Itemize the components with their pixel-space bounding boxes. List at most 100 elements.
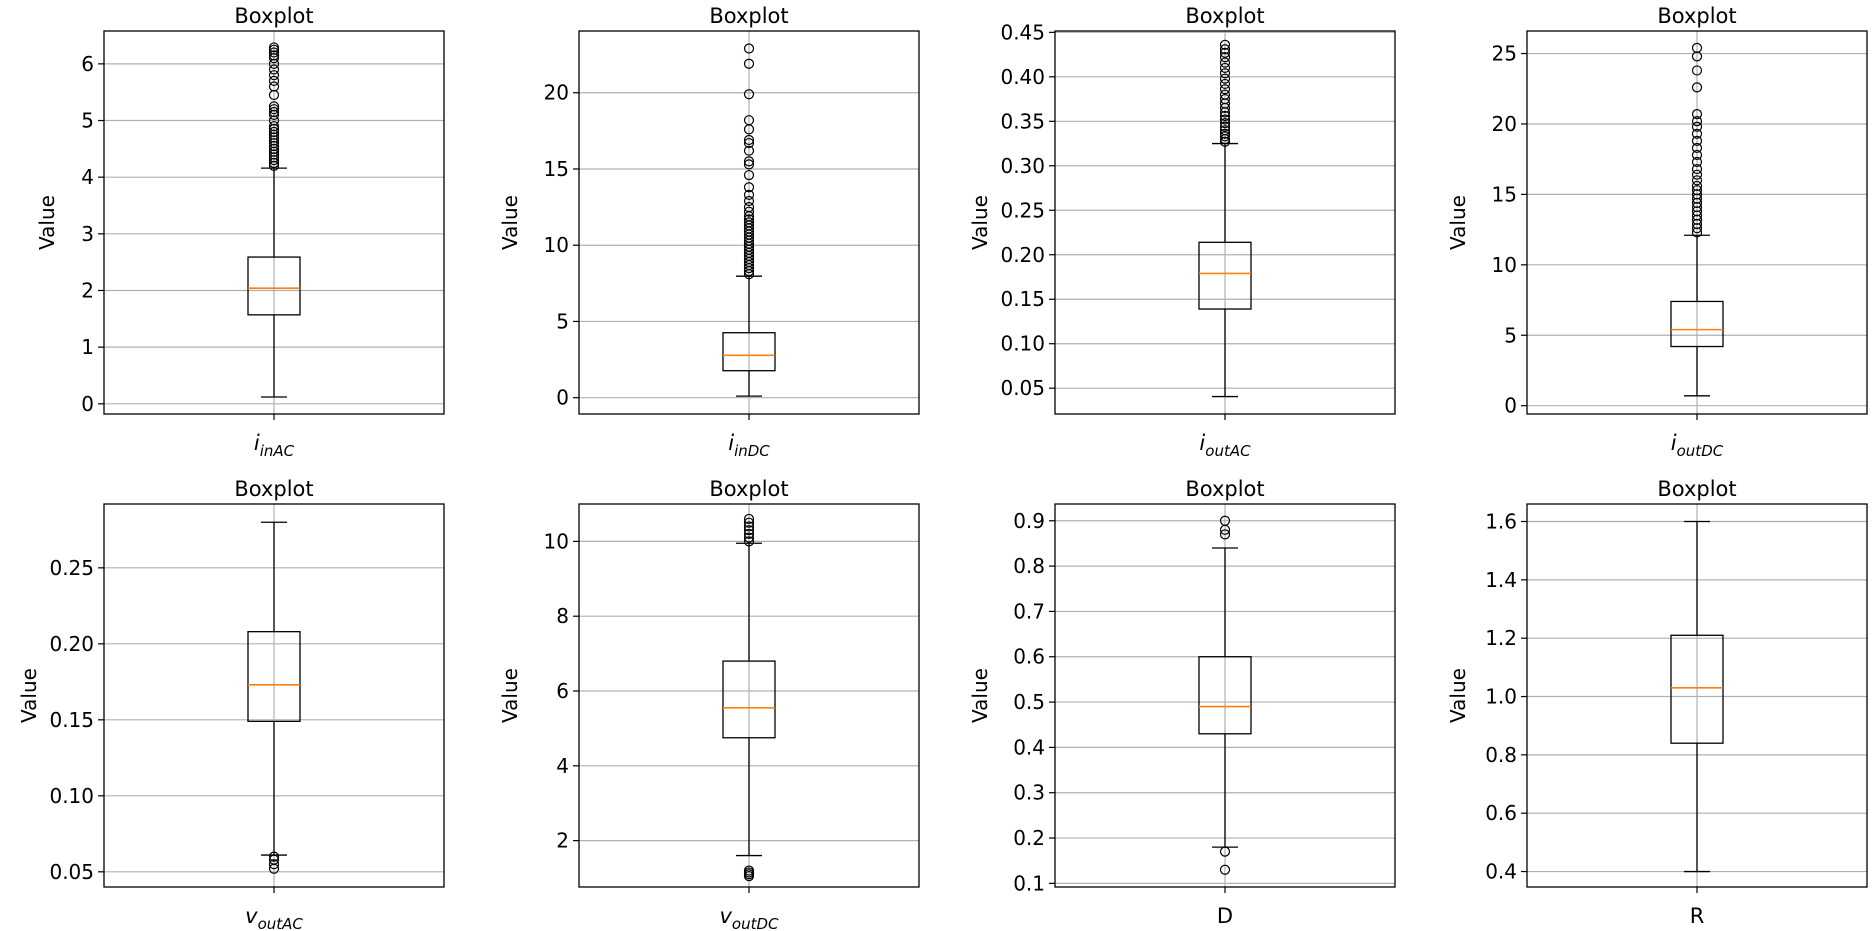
outlier-point xyxy=(1219,864,1231,875)
outlier-point xyxy=(1691,163,1703,175)
outlier-point xyxy=(743,115,755,126)
x-axis-label: D xyxy=(1217,904,1233,928)
y-tick-label: 25 xyxy=(1492,42,1517,66)
y-tick-label: 5 xyxy=(81,109,94,133)
outlier-point xyxy=(1691,156,1703,168)
x-axis-label: voutAC xyxy=(245,904,303,931)
outlier-point xyxy=(743,189,755,201)
y-tick-label: 0.10 xyxy=(49,784,94,808)
outlier-point xyxy=(1219,52,1231,63)
outlier-point xyxy=(1219,136,1231,147)
outlier-point xyxy=(1691,109,1703,120)
chart-title: Boxplot xyxy=(1185,4,1264,28)
y-tick-label: 6 xyxy=(556,679,569,703)
outlier-point xyxy=(268,859,280,870)
y-tick-label: 0.45 xyxy=(1000,20,1045,44)
outlier-point xyxy=(268,47,280,58)
outlier-point xyxy=(268,81,280,92)
outlier-point xyxy=(743,521,755,532)
outlier-point xyxy=(1219,68,1231,79)
outlier-point xyxy=(743,134,755,146)
x-axis-label: R xyxy=(1690,904,1705,928)
y-tick-label: 8 xyxy=(556,604,569,628)
outlier-point xyxy=(743,532,755,543)
outlier-point xyxy=(1219,846,1231,857)
chart-title: Boxplot xyxy=(709,4,788,28)
x-label-subscript: inAC xyxy=(260,442,295,460)
y-tick-label: 0.05 xyxy=(1000,376,1045,400)
y-tick-label: 0 xyxy=(1504,394,1517,418)
outlier-point xyxy=(1691,142,1703,154)
chart-title: Boxplot xyxy=(1657,477,1736,501)
chart-title: Boxplot xyxy=(709,477,788,501)
x-label-base: i xyxy=(1671,431,1677,455)
y-axis-label: Value xyxy=(968,195,992,250)
outlier-point xyxy=(1219,128,1231,139)
y-tick-label: 0.05 xyxy=(49,860,94,884)
x-label-subscript: outAC xyxy=(1205,442,1251,460)
y-tick-label: 5 xyxy=(556,309,569,333)
outlier-point xyxy=(1691,135,1703,146)
y-tick-label: 0.4 xyxy=(1485,860,1517,884)
outlier-point xyxy=(1691,116,1703,127)
chart-title: Boxplot xyxy=(234,477,313,501)
outlier-point xyxy=(743,169,755,181)
y-tick-label: 0.2 xyxy=(1013,826,1045,850)
y-tick-label: 15 xyxy=(1492,182,1517,206)
x-axis-label: ioutDC xyxy=(1671,431,1724,460)
outlier-point xyxy=(743,865,755,876)
y-tick-label: 0 xyxy=(556,386,569,410)
boxplot-panel: 0.05 0.10 0.15 0.20 0.25 0.30 0.35 0.40 0.45 Boxp… xyxy=(968,4,1396,460)
y-tick-label: 0.4 xyxy=(1013,735,1045,759)
outlier-point xyxy=(1219,131,1231,142)
iqr-box xyxy=(1670,634,1724,744)
y-tick-label: 5 xyxy=(1504,323,1517,347)
y-tick-label: 0.35 xyxy=(1000,109,1045,133)
y-tick-label: 0.15 xyxy=(1000,287,1045,311)
outlier-point xyxy=(1219,78,1231,90)
outlier-point xyxy=(268,126,280,137)
outlier-point xyxy=(743,137,755,149)
outlier-point xyxy=(743,156,755,167)
x-label-base: v xyxy=(719,904,732,928)
y-tick-label: 0.6 xyxy=(1485,801,1517,825)
y-axis-label: Value xyxy=(498,668,522,723)
outlier-point xyxy=(1219,125,1231,136)
y-tick-label: 0.3 xyxy=(1013,781,1045,805)
boxplot-panel: 2 4 6 8 10 Boxplot Value voutDC xyxy=(498,477,920,931)
y-tick-label: 0.20 xyxy=(1000,243,1045,267)
y-tick-label: 4 xyxy=(556,754,569,778)
x-label-subscript: outDC xyxy=(732,915,779,931)
y-tick-label: 1.2 xyxy=(1485,626,1517,650)
y-tick-label: 0.9 xyxy=(1013,509,1045,533)
y-tick-label: 20 xyxy=(1492,112,1517,136)
outlier-point xyxy=(268,50,280,61)
outlier-point xyxy=(743,536,755,547)
outlier-point xyxy=(1219,529,1231,540)
y-tick-label: 0.8 xyxy=(1485,743,1517,767)
boxplot-panel: 0 1 2 3 4 5 6 Boxplot Value iinAC xyxy=(35,4,445,460)
x-axis-label: voutDC xyxy=(719,904,779,931)
outlier-point xyxy=(743,214,755,225)
outlier-point xyxy=(1691,128,1703,139)
y-axis-label: Value xyxy=(498,195,522,250)
outlier-point xyxy=(1219,89,1231,100)
outlier-point xyxy=(743,89,755,100)
outlier-point xyxy=(1219,515,1231,526)
outlier-point xyxy=(1219,62,1231,74)
outlier-point xyxy=(1219,57,1231,68)
outlier-point xyxy=(1219,39,1231,50)
y-axis-label: Value xyxy=(1446,668,1470,723)
outlier-point xyxy=(743,182,755,193)
y-tick-label: 0.30 xyxy=(1000,154,1045,178)
chart-title: Boxplot xyxy=(1657,4,1736,28)
y-tick-label: 1 xyxy=(81,335,94,359)
x-label-base: D xyxy=(1217,904,1233,928)
outlier-point xyxy=(1691,180,1703,192)
chart-title: Boxplot xyxy=(1185,477,1264,501)
y-tick-label: 6 xyxy=(81,52,94,76)
outlier-point xyxy=(1219,84,1231,95)
outlier-point xyxy=(1219,121,1231,132)
outlier-point xyxy=(1219,93,1231,105)
